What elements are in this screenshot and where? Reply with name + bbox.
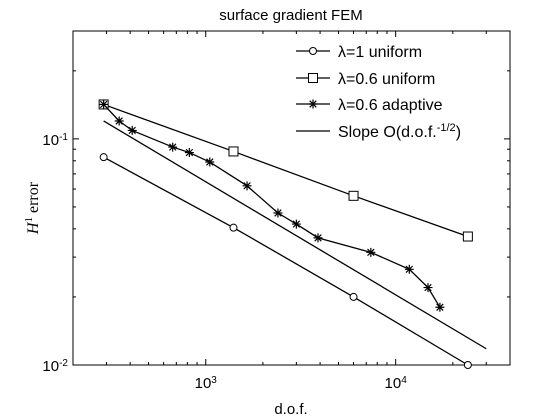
y-tick-label-exp: -1 [59, 131, 68, 142]
y-axis-label-symbol: H [25, 221, 42, 235]
y-tick-label: 10-2 [42, 358, 68, 376]
chart-title: surface gradient FEM [219, 7, 362, 24]
series-line [103, 156, 469, 366]
legend-label: λ=0.6 uniform [338, 71, 435, 88]
legend-entry-2: λ=0.6 uniform [296, 71, 435, 88]
data-point-circle [463, 361, 472, 369]
data-point-asterisk [313, 233, 323, 243]
y-axis-label-text: error [25, 181, 42, 217]
legend-label-text: Slope O(d.o.f. [338, 124, 437, 141]
legend-label: λ=0.6 adaptive [338, 97, 443, 114]
data-point-asterisk [291, 219, 301, 229]
x-tick-label-base: 10 [385, 375, 402, 392]
legend-label-sup: -1/2 [437, 122, 456, 134]
series-line [103, 104, 441, 308]
data-point-asterisk [404, 264, 414, 274]
series-4 [103, 120, 487, 350]
data-point-circle [349, 292, 358, 301]
data-point-circle [99, 153, 108, 162]
x-tick-label: 104 [385, 375, 408, 393]
legend-entry-3: λ=0.6 adaptive [296, 97, 443, 114]
y-tick-label: 10-1 [42, 131, 68, 149]
legend-marker-square [308, 73, 318, 83]
y-axis-label-sup: 1 [23, 217, 35, 223]
data-point-square [228, 146, 239, 157]
legend-marker-circle [309, 47, 317, 55]
legend-entry-4: Slope O(d.o.f.-1/2) [296, 122, 461, 141]
plot-frame [72, 30, 511, 366]
series-line [103, 103, 469, 238]
data-point-square [348, 190, 359, 201]
legend-entry-1: λ=1 uniform [296, 44, 422, 61]
y-tick-label-exp: -2 [59, 358, 68, 369]
x-tick-label-exp: 4 [401, 375, 407, 386]
data-point-asterisk [273, 208, 283, 218]
data-point-asterisk [366, 247, 376, 257]
data-point-asterisk [184, 148, 194, 158]
data-point-asterisk [435, 302, 445, 312]
data-point-asterisk [168, 142, 178, 152]
data-point-asterisk [423, 283, 433, 293]
x-axis-label: d.o.f. [274, 401, 307, 418]
data-point-asterisk [242, 181, 252, 191]
y-tick-label-base: 10 [42, 358, 59, 375]
x-tick-label-base: 10 [195, 375, 212, 392]
series-line [103, 120, 487, 350]
data-point-square [462, 231, 473, 242]
legend-label: λ=1 uniform [338, 44, 422, 61]
data-point-asterisk [127, 125, 137, 135]
plot-area [72, 30, 511, 366]
data-point-asterisk [114, 116, 124, 126]
y-tick-label-base: 10 [42, 132, 59, 149]
series-layer [98, 99, 487, 369]
y-axis-label: H1 error [23, 181, 42, 235]
x-tick-label-exp: 3 [211, 375, 217, 386]
x-tick-label: 103 [195, 375, 218, 393]
legend-marker-asterisk [308, 99, 318, 109]
series-1 [99, 153, 472, 369]
legend-label: Slope O(d.o.f.-1/2) [338, 122, 461, 141]
series-3 [99, 99, 445, 312]
data-point-asterisk [205, 157, 215, 167]
legend: λ=1 uniform λ=0.6 uniform λ=0.6 adaptive Sl… [296, 44, 461, 141]
data-point-circle [229, 223, 238, 232]
legend-label-tail: ) [456, 124, 461, 141]
data-point-asterisk [99, 99, 109, 109]
